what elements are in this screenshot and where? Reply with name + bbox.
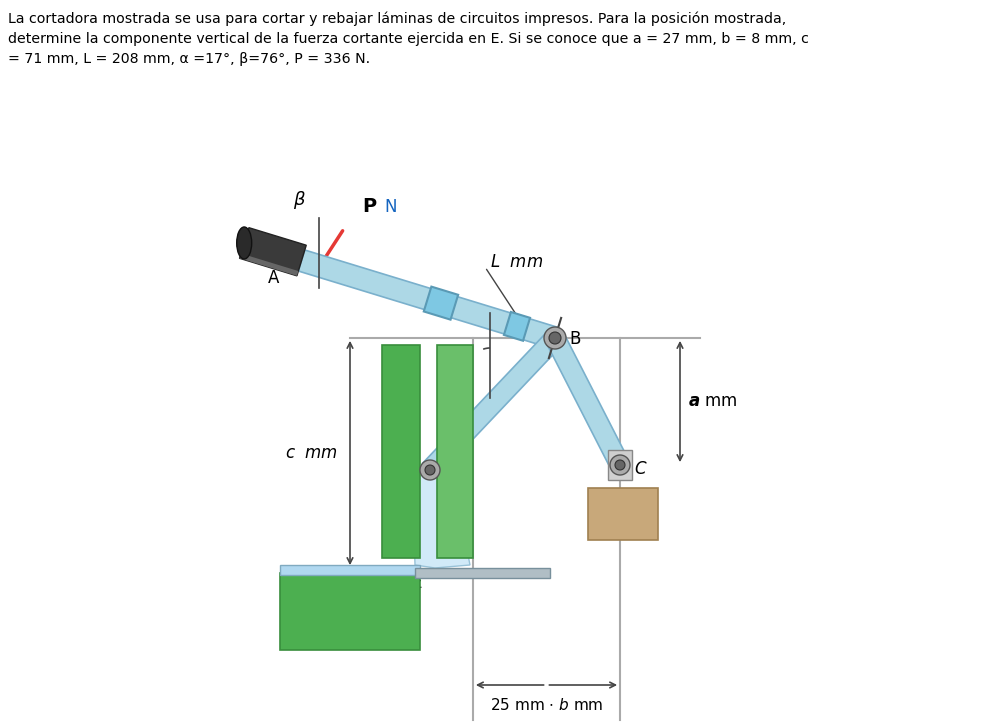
Text: $\beta$: $\beta$ — [293, 189, 306, 212]
Text: $c$  mm: $c$ mm — [285, 444, 337, 462]
Polygon shape — [240, 227, 306, 276]
Polygon shape — [280, 565, 420, 575]
Text: E: E — [411, 574, 422, 592]
Polygon shape — [240, 253, 298, 276]
Ellipse shape — [237, 227, 251, 259]
Text: B: B — [568, 330, 580, 348]
Text: A: A — [268, 269, 279, 287]
Polygon shape — [411, 462, 469, 568]
Polygon shape — [588, 488, 658, 540]
Circle shape — [420, 460, 440, 480]
Text: P: P — [362, 197, 376, 217]
Text: 25 mm $\cdot$ $b$ mm: 25 mm $\cdot$ $b$ mm — [489, 697, 602, 713]
Circle shape — [543, 327, 565, 349]
Circle shape — [614, 460, 624, 470]
Text: N: N — [384, 199, 396, 217]
Text: $\alpha$: $\alpha$ — [456, 357, 469, 375]
Polygon shape — [382, 345, 420, 558]
Polygon shape — [607, 450, 631, 480]
Circle shape — [548, 332, 560, 344]
Circle shape — [609, 455, 629, 475]
Text: D: D — [402, 463, 415, 481]
Polygon shape — [422, 331, 562, 477]
Polygon shape — [437, 345, 472, 558]
Polygon shape — [414, 568, 549, 578]
Text: $L$  mm: $L$ mm — [489, 253, 542, 271]
Polygon shape — [545, 334, 628, 469]
Polygon shape — [504, 312, 529, 341]
Polygon shape — [298, 250, 558, 349]
Text: C: C — [633, 460, 645, 478]
Text: La cortadora mostrada se usa para cortar y rebajar láminas de circuitos impresos: La cortadora mostrada se usa para cortar… — [8, 12, 809, 66]
Polygon shape — [280, 573, 420, 650]
Polygon shape — [423, 287, 458, 320]
Circle shape — [425, 465, 435, 475]
Text: $\boldsymbol{a}$ mm: $\boldsymbol{a}$ mm — [687, 393, 737, 411]
